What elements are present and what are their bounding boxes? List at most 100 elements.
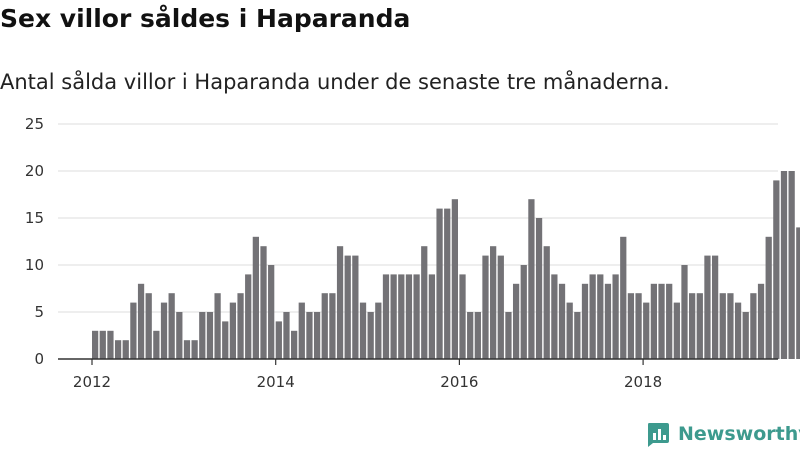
- bar: [107, 330, 114, 359]
- bar: [689, 293, 696, 359]
- bar: [344, 255, 351, 359]
- bar: [222, 321, 229, 359]
- bar: [681, 265, 688, 359]
- bar: [512, 283, 520, 359]
- bar: [734, 302, 742, 359]
- bar: [490, 246, 497, 359]
- bar: [137, 283, 145, 359]
- y-tick-label: 20: [25, 162, 44, 180]
- bar: [176, 312, 183, 359]
- bar: [99, 330, 106, 359]
- bar: [742, 312, 749, 359]
- bar: [497, 255, 504, 359]
- bar: [237, 293, 244, 359]
- bar: [145, 293, 152, 359]
- bar: [436, 208, 443, 359]
- bar: [130, 302, 137, 359]
- bar: [160, 302, 168, 359]
- x-tick-label: 2018: [624, 373, 662, 391]
- bar: [574, 312, 581, 359]
- bar: [696, 293, 703, 359]
- bar: [658, 283, 665, 359]
- brand-name: Newsworthy: [678, 423, 800, 445]
- bar: [206, 312, 214, 359]
- bar: [359, 302, 367, 359]
- bar: [428, 274, 436, 359]
- bar: [199, 312, 206, 359]
- bar: [482, 255, 489, 359]
- bar: [451, 199, 458, 359]
- bar: [382, 274, 390, 359]
- y-tick-label: 15: [25, 209, 44, 227]
- bar: [765, 236, 772, 359]
- newsworthy-logo: Newsworthy: [645, 421, 800, 447]
- bar: [321, 293, 328, 359]
- gridlines: [58, 123, 778, 313]
- bar: [467, 312, 474, 359]
- bar: [773, 180, 780, 359]
- chart-title: Sex villor såldes i Haparanda: [0, 4, 411, 33]
- bar: [283, 312, 290, 359]
- bar: [168, 293, 175, 359]
- bar: [650, 283, 657, 359]
- bar: [306, 312, 313, 359]
- bar: [566, 302, 573, 359]
- bar: [375, 302, 382, 359]
- bar: [336, 246, 344, 359]
- y-tick-label: 0: [34, 350, 44, 368]
- bar: [543, 246, 550, 359]
- bar: [666, 283, 673, 359]
- bar: [398, 274, 405, 359]
- bar: [520, 265, 527, 359]
- bar: [528, 199, 535, 359]
- bar: [627, 293, 635, 359]
- bar: [750, 293, 757, 359]
- bar: [229, 302, 237, 359]
- bar: [551, 274, 558, 359]
- y-tick-label: 5: [34, 303, 44, 321]
- bar: [788, 171, 795, 359]
- bar: [413, 274, 420, 359]
- bar: [122, 340, 129, 359]
- bar: [268, 265, 275, 359]
- bar: [421, 246, 428, 359]
- bar: [367, 312, 374, 359]
- bar: [757, 283, 765, 359]
- y-axis-ticks: 0 5 10 15 20 25: [25, 115, 44, 368]
- bar: [780, 171, 788, 359]
- bar-chart-logo-icon: [648, 423, 669, 447]
- bar: [673, 302, 680, 359]
- bar: [711, 255, 719, 359]
- bar: [352, 255, 359, 359]
- bar: [581, 283, 589, 359]
- bar: [604, 283, 612, 359]
- bar: [444, 208, 451, 359]
- bar: [114, 340, 122, 359]
- bar: [329, 293, 336, 359]
- bar: [245, 274, 252, 359]
- bar: [191, 340, 198, 359]
- x-tick-label: 2014: [257, 373, 295, 391]
- x-axis: 20122014201620182020202220242026: [58, 358, 778, 391]
- bar: [612, 274, 619, 359]
- bar: [252, 236, 259, 359]
- bar: [796, 227, 800, 359]
- bar: [704, 255, 711, 359]
- x-tick-label: 2012: [73, 373, 111, 391]
- bar: [153, 330, 160, 359]
- chart-subtitle: Antal sålda villor i Haparanda under de …: [0, 70, 670, 94]
- bar: [390, 274, 397, 359]
- bar: [635, 293, 642, 359]
- bar: [719, 293, 726, 359]
- bar: [275, 321, 282, 359]
- bar: [597, 274, 604, 359]
- bar: [298, 302, 305, 359]
- y-tick-label: 10: [25, 256, 44, 274]
- bar: [313, 312, 321, 359]
- bar: [405, 274, 413, 359]
- bar: [643, 302, 650, 359]
- bar: [620, 236, 627, 359]
- bar: [214, 293, 221, 359]
- y-tick-label: 25: [25, 115, 44, 133]
